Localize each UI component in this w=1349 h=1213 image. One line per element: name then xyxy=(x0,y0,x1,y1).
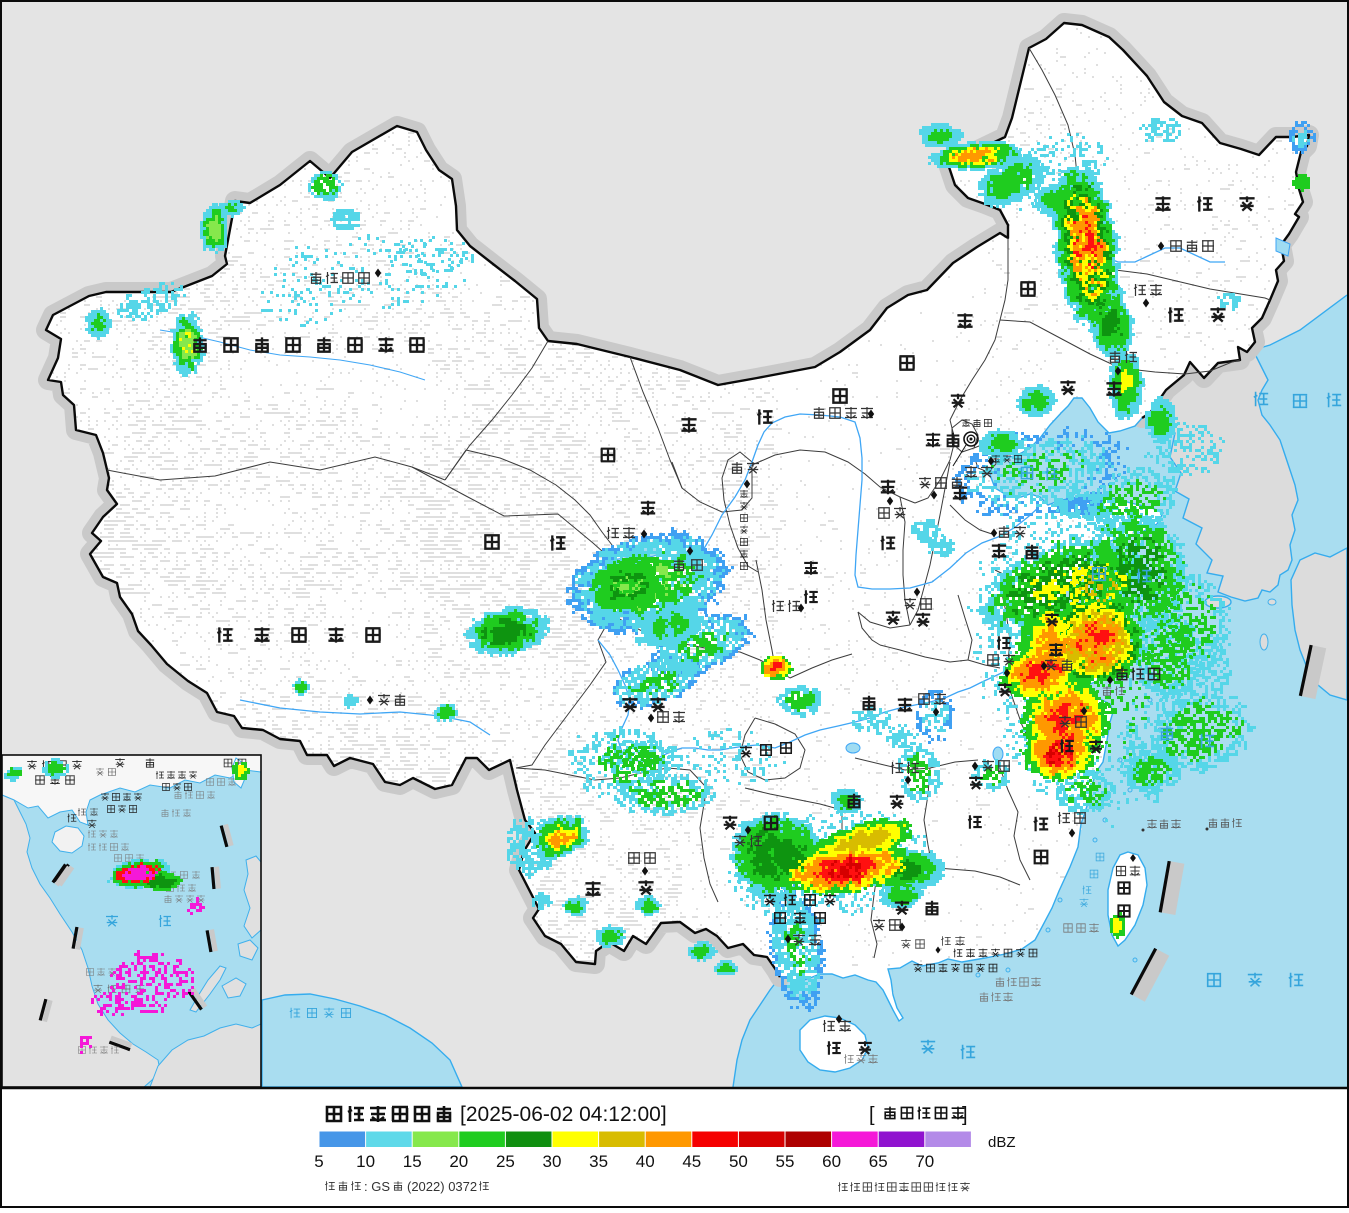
svg-text:15: 15 xyxy=(403,1152,422,1171)
svg-text:45: 45 xyxy=(682,1152,701,1171)
svg-text:(2022) 0372: (2022) 0372 xyxy=(407,1179,477,1194)
svg-text:10: 10 xyxy=(356,1152,375,1171)
svg-text:25: 25 xyxy=(496,1152,515,1171)
svg-text:[2025-06-02 04:12:00]: [2025-06-02 04:12:00] xyxy=(460,1103,667,1126)
svg-text:dBZ: dBZ xyxy=(988,1134,1016,1151)
svg-text:30: 30 xyxy=(543,1152,562,1171)
svg-text:]: ] xyxy=(962,1104,968,1126)
svg-text:40: 40 xyxy=(636,1152,655,1171)
svg-text:20: 20 xyxy=(449,1152,468,1171)
svg-text:5: 5 xyxy=(314,1152,323,1171)
svg-text:55: 55 xyxy=(776,1152,795,1171)
svg-text:60: 60 xyxy=(822,1152,841,1171)
svg-text:70: 70 xyxy=(915,1152,934,1171)
svg-text:50: 50 xyxy=(729,1152,748,1171)
svg-text:: GS: : GS xyxy=(364,1179,390,1194)
svg-text:35: 35 xyxy=(589,1152,608,1171)
svg-text:65: 65 xyxy=(869,1152,888,1171)
svg-text:[: [ xyxy=(869,1104,875,1126)
